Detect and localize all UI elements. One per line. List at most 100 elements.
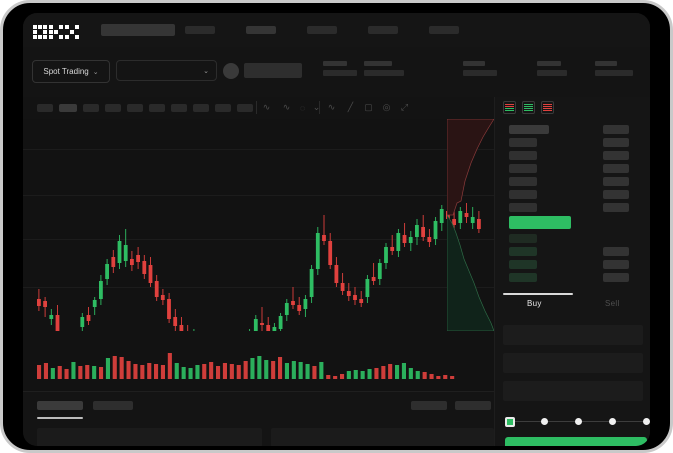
order-book-ask-size [603,151,629,160]
timeframe-1w[interactable] [193,104,209,112]
nav-item-assets[interactable] [368,26,398,34]
alert-icon[interactable]: ◌ [299,102,306,113]
global-search-input[interactable] [101,24,175,36]
order-book-bid-row[interactable] [509,234,537,243]
order-book-ask-size [603,177,629,186]
market-stat-low [537,61,567,76]
okx-logo[interactable] [33,25,79,39]
nav-item-earn[interactable] [307,26,337,34]
amount-percent-slider[interactable] [505,417,650,427]
order-book-ask-row[interactable] [509,164,537,173]
market-stats [23,47,650,97]
nav-items [185,26,459,34]
chevron-down-icon: ⌄ [92,68,99,76]
order-amount-input[interactable] [503,353,643,373]
timeframe-1M[interactable] [215,104,231,112]
order-book-bid-row[interactable] [509,273,537,282]
order-book-ask-row[interactable] [509,203,537,212]
timeframe-more[interactable] [237,104,253,112]
slider-stop-100[interactable] [643,418,650,425]
timeframe-4h[interactable] [149,104,165,112]
order-book-ask-size [603,125,629,134]
last-price-row [509,216,571,229]
okx-logo-o-glyph [33,25,47,39]
candlestick-series [37,201,481,331]
chart-gridlines [23,119,494,331]
tab-hide-other-pairs[interactable] [411,401,447,410]
buy-tab-indicator [503,293,573,295]
trading-pair-selector[interactable]: ⌄ [116,60,217,81]
order-book-bid-size [603,273,629,282]
okx-logo-k-glyph [49,25,63,39]
market-type-selector[interactable]: Spot Trading ⌄ [32,60,110,83]
tab-open-orders[interactable] [37,401,83,410]
orders-panel [23,391,494,446]
order-book-bid-size [603,247,629,256]
tab-cancel-all[interactable] [455,401,491,410]
pair-coin-avatar [223,63,239,79]
fullscreen-icon[interactable]: ⤢ [400,102,409,112]
indicator-icon[interactable]: ∿ [262,102,271,112]
compare-icon[interactable]: ∿ [282,102,291,112]
nav-item-markets[interactable] [246,26,276,34]
nav-item-trade[interactable] [185,26,215,34]
nav-item-more[interactable] [429,26,459,34]
order-book-ask-size [603,203,629,212]
order-book-ask-row[interactable] [509,151,537,160]
order-book-ask-row[interactable] [509,125,549,134]
market-type-label: Spot Trading [43,67,89,76]
orderbook-mode-asks-icon[interactable] [541,101,554,114]
timeframe-30m[interactable] [105,104,121,112]
market-depth-overlay [447,119,494,331]
orderbook-mode-both-icon[interactable] [503,101,516,114]
pair-name-label [244,63,302,78]
settings-icon[interactable]: ◎ [382,102,391,112]
timeframe-1h[interactable] [127,104,143,112]
tab-sell[interactable]: Sell [605,299,620,308]
line-chart-icon[interactable]: ∿ [327,102,336,112]
market-stat-price [323,61,357,76]
timeframe-1d[interactable] [171,104,187,112]
market-stat-high [463,61,497,76]
slider-stop-25[interactable] [541,418,548,425]
tab-order-history[interactable] [93,401,133,410]
order-price-input[interactable] [503,325,643,345]
order-book-ask-row[interactable] [509,177,537,186]
market-subheader: Spot Trading ⌄ ⌄ [23,47,650,97]
orders-empty-panel-right [271,428,494,446]
orders-empty-panel-left [37,428,262,446]
chevron-down-icon: ⌄ [203,67,209,75]
slider-stop-50[interactable] [575,418,582,425]
order-book-ask-row[interactable] [509,138,537,147]
order-book-bid-size [603,260,629,269]
app-screen: Spot Trading ⌄ ⌄ [23,13,650,446]
order-book-panel: Buy Sell [494,97,650,446]
timeframe-15m[interactable] [83,104,99,112]
toolbar-divider [319,101,320,114]
order-total-input[interactable] [503,381,643,401]
order-side-tabs: Buy Sell [495,293,650,319]
order-book-ask-row[interactable] [509,190,537,199]
timeframe-5m[interactable] [59,104,77,112]
orderbook-mode-bids-icon[interactable] [522,101,535,114]
order-book-ask-size [603,164,629,173]
timeframe-1m[interactable] [37,104,53,112]
okx-logo-x-glyph [65,25,79,39]
chart-toolbar: ∿ ∿ ◌ ⌄ ∿ ╱ ▢ ◎ ⤢ [23,97,650,120]
ruler-icon[interactable]: ╱ [347,102,354,112]
order-book-view-modes [503,101,554,114]
tab-buy[interactable]: Buy [527,299,542,308]
submit-buy-button[interactable] [505,437,647,446]
chevron-down-icon[interactable]: ⌄ [312,102,321,112]
active-tab-underline [37,417,83,419]
market-stat-change [364,61,404,76]
order-book-ask-size [603,138,629,147]
camera-icon[interactable]: ▢ [364,102,373,112]
slider-handle[interactable] [505,417,515,427]
order-book-ask-size [603,190,629,199]
slider-stop-75[interactable] [609,418,616,425]
order-book-bid-row[interactable] [509,260,537,269]
order-book-bid-row[interactable] [509,247,537,256]
price-chart[interactable] [23,119,494,391]
